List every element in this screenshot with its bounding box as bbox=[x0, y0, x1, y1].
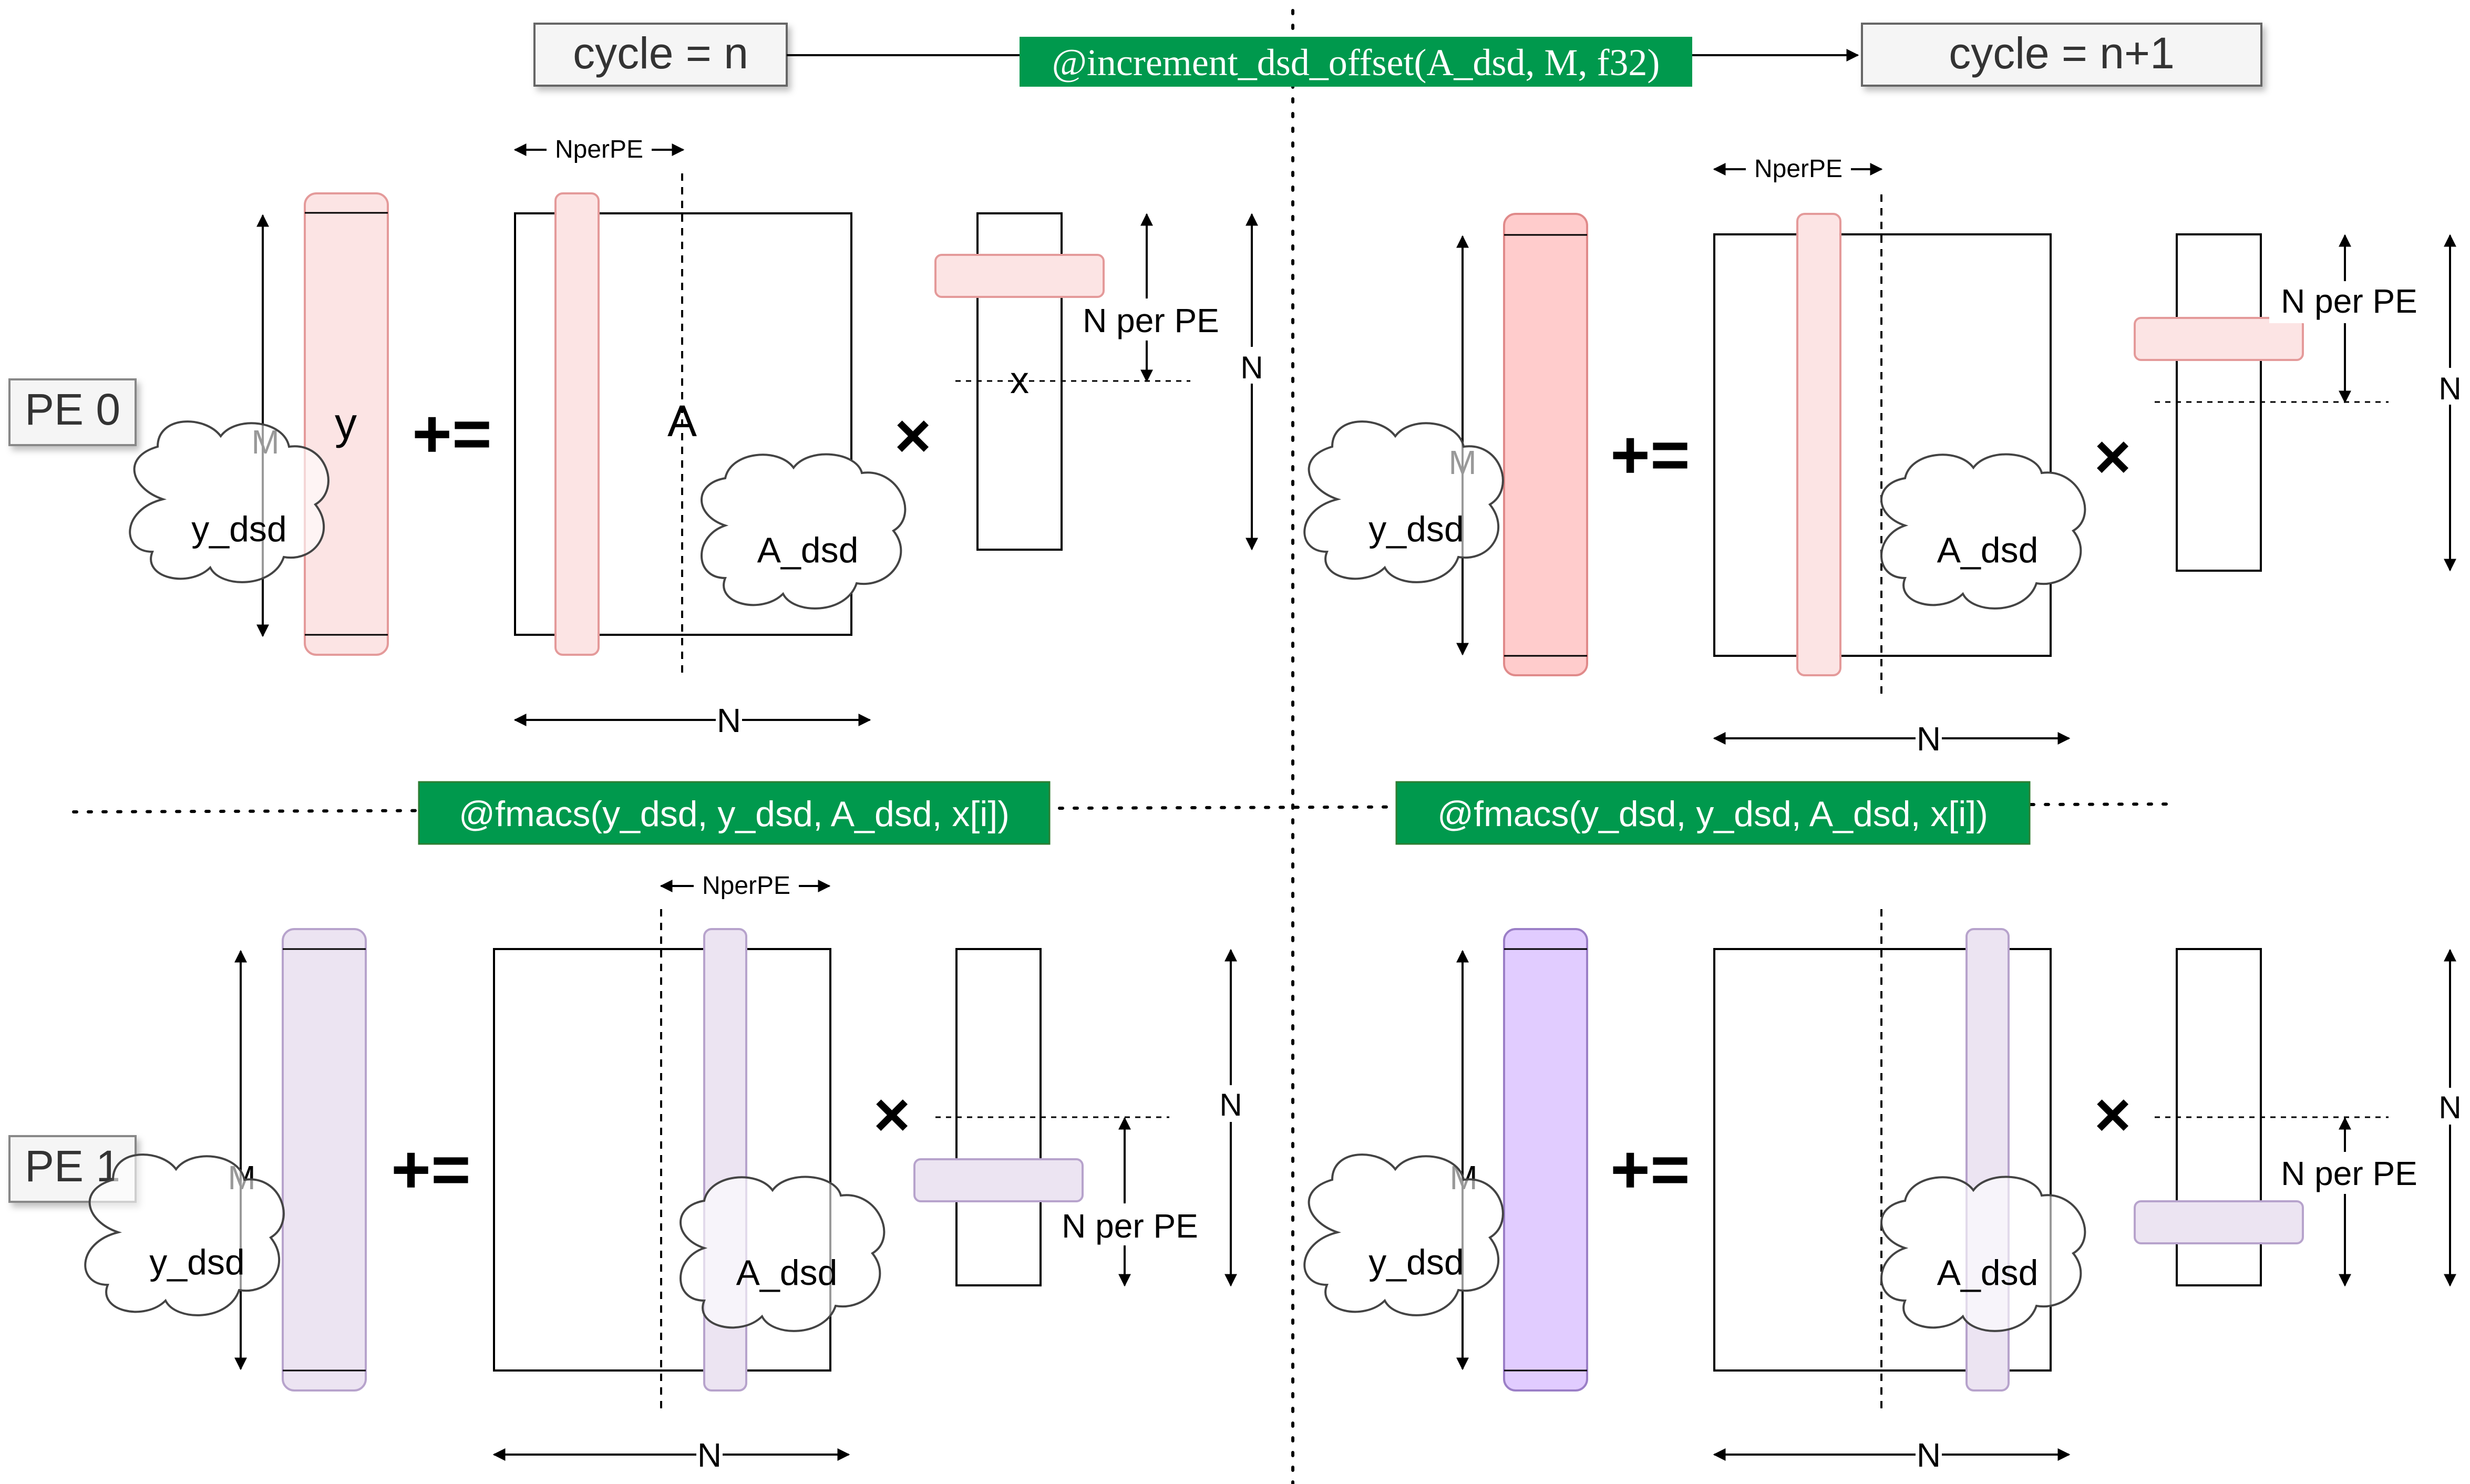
n-width-label: N bbox=[1917, 1436, 1941, 1474]
fmacs-left-box: @fmacs(y_dsd, y_dsd, A_dsd, x[i]) bbox=[418, 781, 1051, 845]
nperpe-label: NperPE bbox=[1754, 155, 1843, 183]
nperpe-label: NperPE bbox=[555, 136, 643, 163]
plus-equals-sign: += bbox=[412, 395, 492, 472]
y-dsd-label: y_dsd bbox=[149, 1242, 244, 1282]
pe0-label: PE 0 bbox=[25, 385, 120, 434]
n-per-pe-label: N per PE bbox=[1083, 302, 1219, 339]
x-element-slice bbox=[2134, 317, 2304, 361]
y-dsd-cloud: y_dsd bbox=[84, 1153, 285, 1316]
y-vector bbox=[1503, 213, 1588, 676]
x-element-slice bbox=[913, 1158, 1084, 1202]
cycle-right-box: cycle = n+1 bbox=[1861, 23, 2262, 87]
n-height-label: N bbox=[2438, 1090, 2461, 1125]
y-dsd-label: y_dsd bbox=[191, 509, 286, 549]
a-dsd-label: A_dsd bbox=[1937, 530, 2039, 570]
plus-equals-sign: += bbox=[1610, 1131, 1690, 1208]
nperpe-label: NperPE bbox=[702, 872, 790, 900]
y-vector bbox=[304, 192, 389, 656]
fmacs-right-label: @fmacs(y_dsd, y_dsd, A_dsd, x[i]) bbox=[1437, 794, 1988, 834]
fmacs-left-label: @fmacs(y_dsd, y_dsd, A_dsd, x[i]) bbox=[459, 794, 1010, 834]
times-sign: × bbox=[894, 400, 931, 471]
n-height-label: N bbox=[1240, 350, 1263, 385]
times-sign: × bbox=[2094, 1079, 2131, 1150]
plus-equals-sign: += bbox=[1610, 416, 1690, 493]
n-height-label: N bbox=[2438, 371, 2461, 406]
y-dsd-cloud: y_dsd bbox=[1303, 420, 1504, 583]
a-column-slice bbox=[1796, 213, 1841, 676]
y-dsd-cloud: y_dsd bbox=[129, 420, 330, 583]
n-per-pe-label: N per PE bbox=[2281, 282, 2417, 320]
pe0-cycle-n: M y y_dsd += A NperPE A_dsd N × x N per … bbox=[129, 136, 1267, 739]
x-label: x bbox=[1010, 359, 1029, 401]
a-column-slice bbox=[554, 192, 600, 656]
pe1-cycle-n-plus-1: M y_dsd += A_dsd N × N per PE N bbox=[1303, 909, 2465, 1474]
a-dsd-label: A_dsd bbox=[1937, 1253, 2039, 1293]
a-dsd-cloud: A_dsd bbox=[701, 453, 907, 610]
offset-call-box: @increment_dsd_offset(A_dsd, M, f32) bbox=[1020, 37, 1692, 87]
y-dsd-cloud: y_dsd bbox=[1303, 1153, 1504, 1316]
a-dsd-cloud: A_dsd bbox=[1880, 1176, 2086, 1332]
pe1-cycle-n: M y_dsd += NperPE A_dsd N × N per PE N bbox=[84, 872, 1246, 1474]
y-vector bbox=[1503, 928, 1588, 1392]
pe0-cycle-n-plus-1: M y_dsd += NperPE A_dsd N × N per PE N bbox=[1303, 155, 2465, 758]
x-element-slice bbox=[934, 254, 1105, 298]
a-dsd-label: A_dsd bbox=[736, 1253, 838, 1293]
n-width-label: N bbox=[717, 702, 741, 739]
times-sign: × bbox=[873, 1079, 910, 1150]
header: cycle = n cycle = n+1 @increment_dsd_off… bbox=[533, 23, 2262, 87]
n-height-label: N bbox=[1219, 1087, 1242, 1122]
a-dsd-label: A_dsd bbox=[757, 530, 859, 570]
a-dsd-cloud: A_dsd bbox=[680, 1176, 886, 1332]
offset-call-label: @increment_dsd_offset(A_dsd, M, f32) bbox=[1052, 42, 1660, 84]
cycle-right-label: cycle = n+1 bbox=[1949, 28, 2175, 78]
y-vector bbox=[282, 928, 367, 1392]
n-width-label: N bbox=[1917, 720, 1941, 758]
fmacs-right-box: @fmacs(y_dsd, y_dsd, A_dsd, x[i]) bbox=[1395, 781, 2031, 845]
y-label: y bbox=[335, 399, 357, 448]
n-per-pe-label: N per PE bbox=[1062, 1207, 1198, 1245]
a-dsd-cloud: A_dsd bbox=[1880, 453, 2086, 610]
cycle-left-box: cycle = n bbox=[533, 23, 788, 87]
x-element-slice bbox=[2134, 1200, 2304, 1244]
n-width-label: N bbox=[697, 1436, 722, 1474]
n-per-pe-label: N per PE bbox=[2281, 1155, 2417, 1192]
cycle-left-label: cycle = n bbox=[573, 28, 748, 78]
times-sign: × bbox=[2094, 421, 2131, 492]
a-label: A bbox=[667, 396, 697, 446]
pe0-label-box: PE 0 bbox=[8, 378, 137, 446]
plus-equals-sign: += bbox=[391, 1131, 471, 1208]
y-dsd-label: y_dsd bbox=[1368, 1242, 1464, 1282]
y-dsd-label: y_dsd bbox=[1368, 509, 1464, 549]
